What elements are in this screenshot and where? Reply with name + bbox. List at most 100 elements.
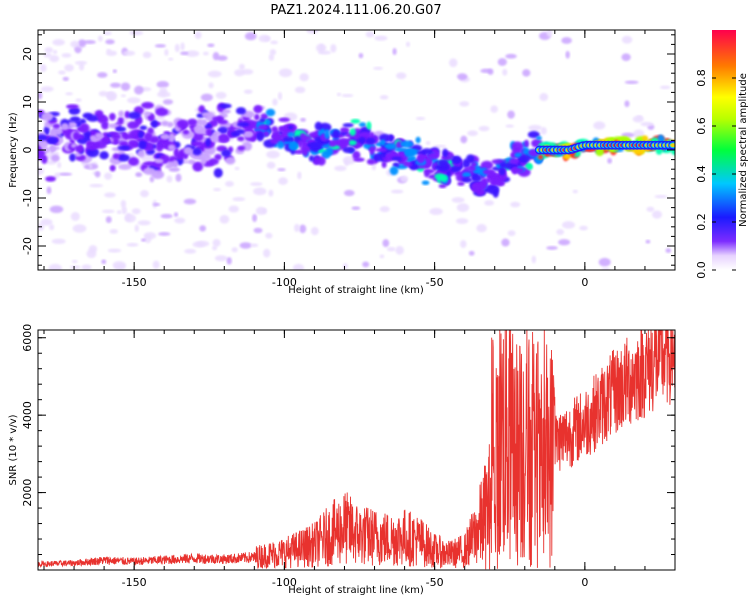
heatmap-blob xyxy=(415,136,421,144)
heatmap-blob xyxy=(234,69,245,77)
heatmap-blob xyxy=(52,39,65,46)
heatmap-blob xyxy=(243,89,253,94)
heatmap-blob xyxy=(250,243,259,248)
heatmap-blob xyxy=(134,224,139,233)
heatmap-blob xyxy=(89,183,103,188)
heatmap-blob xyxy=(472,173,479,179)
heatmap-blob xyxy=(185,50,200,57)
heatmap-blob xyxy=(501,238,510,247)
heatmap-blob xyxy=(51,238,66,245)
heatmap-blob xyxy=(336,92,342,97)
heatmap-blob xyxy=(152,260,160,269)
heatmap-blob xyxy=(598,257,611,267)
heatmap-blob xyxy=(556,228,565,236)
heatmap-blob xyxy=(466,154,475,163)
heatmap-blob xyxy=(126,242,139,247)
heatmap-blob xyxy=(287,131,295,138)
heatmap-blob xyxy=(381,161,387,169)
heatmap-blob xyxy=(78,39,86,47)
heatmap-blob xyxy=(263,130,270,137)
heatmap-blob xyxy=(191,140,203,147)
heatmap-blob xyxy=(300,117,306,122)
heatmap-blob xyxy=(351,206,361,211)
snr-panel: -150 -100 -50 0 2000 4000 6000 Height of stra… xyxy=(8,324,676,596)
heatmap-blob xyxy=(120,82,131,91)
heatmap-blob xyxy=(242,130,254,138)
heatmap-blob xyxy=(294,86,306,94)
heatmap-blob xyxy=(277,168,286,172)
heatmap-blob xyxy=(607,157,613,164)
heatmap-blob xyxy=(58,172,73,176)
heatmap-blob xyxy=(528,124,542,131)
heatmap-blob xyxy=(99,151,109,160)
snr-x-ticks: -150 -100 -50 0 xyxy=(43,330,676,589)
y-tick-label: 0 xyxy=(21,147,34,154)
heatmap-blob xyxy=(232,197,246,202)
x-tick-label: -50 xyxy=(426,276,444,289)
heatmap-blob xyxy=(131,208,141,215)
heatmap-blob xyxy=(350,118,361,124)
heatmap-blob xyxy=(107,248,122,253)
heatmap-blob xyxy=(561,221,576,229)
heatmap-blob xyxy=(213,167,223,178)
heatmap-blob xyxy=(160,133,171,140)
heatmap-blob xyxy=(395,72,407,80)
heatmap-blob xyxy=(209,133,219,143)
heatmap-blob xyxy=(395,245,404,255)
heatmap-blob xyxy=(473,165,482,175)
heatmap-blob xyxy=(109,112,116,121)
heatmap-blob xyxy=(531,255,536,264)
heatmap-blob xyxy=(328,140,336,147)
heatmap-blob xyxy=(144,132,153,142)
heatmap-blob xyxy=(400,175,409,183)
heatmap-blob xyxy=(83,40,96,45)
heatmap-blob xyxy=(253,227,263,234)
heatmap-blob xyxy=(183,146,193,155)
heatmap-blob xyxy=(95,140,107,149)
heatmap-blob xyxy=(38,134,48,141)
heatmap-blob xyxy=(215,91,227,99)
heatmap-blob xyxy=(358,122,367,128)
heatmap-blob xyxy=(118,110,125,118)
heatmap-blob xyxy=(166,121,174,128)
heatmap-blob xyxy=(348,139,357,146)
heatmap-blob xyxy=(89,135,96,142)
heatmap-blob xyxy=(459,101,470,107)
heatmap-blob xyxy=(237,145,246,151)
heatmap-blob xyxy=(86,114,100,122)
x-tick-label: -100 xyxy=(272,276,297,289)
heatmap-blob xyxy=(51,154,60,162)
heatmap-blob xyxy=(308,155,315,162)
heatmap-blob xyxy=(83,165,91,169)
heatmap-blob xyxy=(49,224,55,231)
heatmap-blob xyxy=(292,263,305,270)
heatmap-blob xyxy=(278,177,288,185)
heatmap-blob xyxy=(352,150,361,160)
heatmap-blob xyxy=(270,40,278,45)
heatmap-blob xyxy=(122,50,136,56)
heatmap-blob xyxy=(176,119,190,129)
heatmap-blob xyxy=(113,137,119,145)
heatmap-blob xyxy=(46,186,52,195)
chart-title: PAZ1.2024.111.06.20.G07 xyxy=(270,3,441,18)
heatmap-blob xyxy=(98,90,108,97)
heatmap-blob xyxy=(659,85,671,90)
heatmap-blob xyxy=(117,153,130,162)
heatmap-blob xyxy=(140,190,149,198)
heatmap-blob xyxy=(151,170,165,180)
heatmap-blob xyxy=(332,129,340,139)
heatmap-blob xyxy=(365,31,375,38)
heatmap-blob xyxy=(366,158,376,165)
heatmap-blob xyxy=(69,153,76,162)
heatmap-blob xyxy=(134,85,144,95)
heatmap-blob xyxy=(52,123,61,129)
heatmap-blob xyxy=(152,202,161,207)
heatmap-blob xyxy=(212,239,221,247)
heatmap-blob xyxy=(202,51,209,56)
snr-line xyxy=(38,330,675,570)
heatmap-blob xyxy=(124,133,135,140)
heatmap-blob xyxy=(338,137,350,147)
heatmap-blob xyxy=(120,200,127,208)
heatmap-blob xyxy=(537,154,544,160)
